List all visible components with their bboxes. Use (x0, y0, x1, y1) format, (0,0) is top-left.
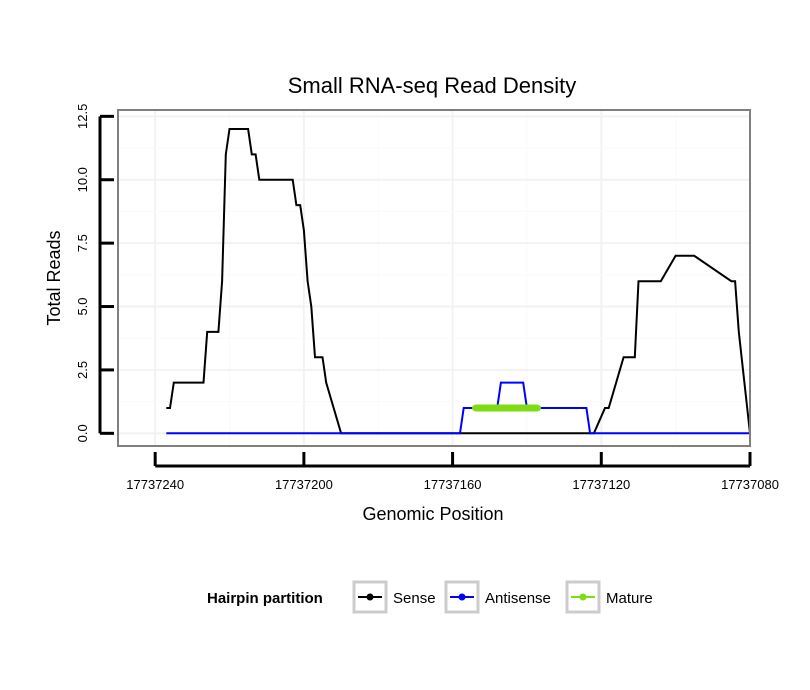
legend-title: Hairpin partition (207, 590, 323, 607)
y-axis: 0.0 2.5 5.0 7.5 10.0 12.5 (75, 104, 114, 442)
y-tick-label: 0.0 (75, 424, 90, 442)
x-tick-label: 17737160 (424, 477, 482, 492)
x-tick-label: 17737080 (721, 477, 779, 492)
series-line-antisense (166, 381, 750, 435)
y-tick-label: 2.5 (75, 361, 90, 379)
legend-key-point (579, 593, 587, 601)
panel-border (117, 109, 751, 447)
legend-label-sense: Sense (393, 590, 436, 607)
legend-items: Sense Antisense Mature (352, 580, 653, 614)
grid (118, 110, 751, 446)
y-tick-label: 12.5 (75, 104, 90, 129)
chart-title: Small RNA-seq Read Density (288, 73, 577, 98)
x-axis: 17737240 17737200 17737160 17737120 17737080 (126, 452, 779, 492)
y-tick-label: 5.0 (75, 297, 90, 315)
legend-label-mature: Mature (606, 590, 653, 607)
x-axis-title: Genomic Position (362, 504, 503, 524)
mature-point (535, 405, 542, 411)
x-tick-label: 17737200 (275, 477, 333, 492)
legend-key-point (366, 593, 374, 601)
legend-key-point (458, 593, 466, 601)
y-axis-title: Total Reads (44, 230, 64, 325)
series-line-sense (166, 128, 751, 435)
legend: Hairpin partition Sense Antisense Mature (207, 580, 653, 614)
y-tick-label: 7.5 (75, 234, 90, 252)
series-layer (166, 128, 751, 435)
legend-label-antisense: Antisense (485, 590, 551, 607)
y-tick-label: 10.0 (75, 167, 90, 192)
x-tick-label: 17737120 (572, 477, 630, 492)
x-tick-label: 17737240 (126, 477, 184, 492)
